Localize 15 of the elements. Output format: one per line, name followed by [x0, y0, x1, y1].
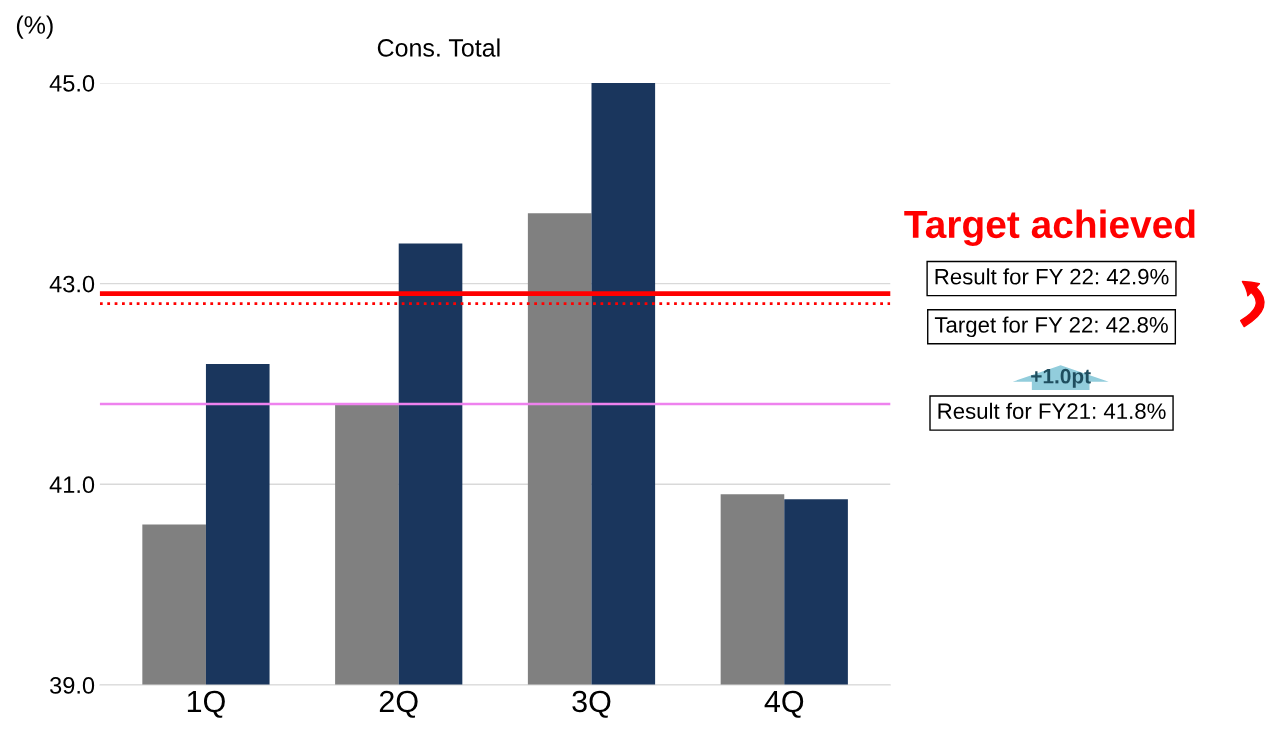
ref-line-label: Target for FY 22: 42.8% [934, 316, 1168, 338]
y-tick-label: 43.0 [49, 275, 95, 293]
x-tick-label: 1Q [187, 690, 225, 718]
x-tick-label: 4Q [764, 690, 804, 718]
text: Target achieved [904, 209, 1195, 247]
chart-title: Cons. Total [377, 38, 500, 57]
y-tick-label: 41.0 [49, 476, 95, 494]
y-tick-label: 45.0 [49, 74, 95, 92]
x-tick-label: 2Q [379, 690, 418, 718]
y-tick-label: 39.0 [50, 677, 95, 694]
text: +1.0pt [1031, 368, 1091, 388]
ref-line-label: Result for FY 22: 42.9% [935, 268, 1169, 285]
y-axis-title: (%) [16, 15, 53, 39]
ref-line-label: Result for FY21: 41.8% [938, 402, 1166, 420]
x-tick-label: 3Q [572, 690, 611, 718]
